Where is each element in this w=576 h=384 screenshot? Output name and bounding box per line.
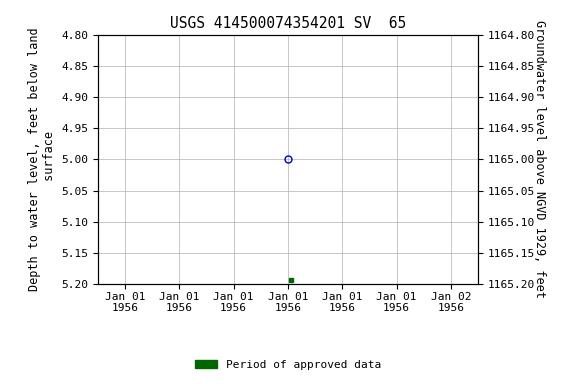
Title: USGS 414500074354201 SV  65: USGS 414500074354201 SV 65 [170, 16, 406, 31]
Y-axis label: Depth to water level, feet below land
 surface: Depth to water level, feet below land su… [28, 28, 56, 291]
Y-axis label: Groundwater level above NGVD 1929, feet: Groundwater level above NGVD 1929, feet [533, 20, 546, 298]
Legend: Period of approved data: Period of approved data [191, 356, 385, 375]
